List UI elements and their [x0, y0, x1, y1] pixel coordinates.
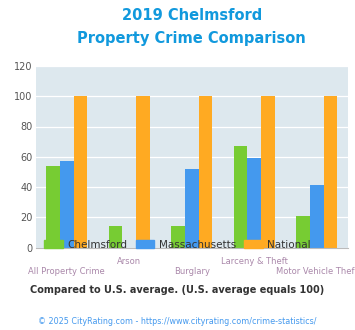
- Text: Burglary: Burglary: [174, 267, 210, 276]
- Bar: [185, 169, 198, 248]
- Text: Compared to U.S. average. (U.S. average equals 100): Compared to U.S. average. (U.S. average …: [31, 285, 324, 295]
- Bar: [198, 96, 212, 248]
- Bar: [46, 166, 60, 248]
- Bar: [109, 226, 122, 248]
- Bar: [247, 158, 261, 248]
- Bar: [60, 161, 73, 248]
- Bar: [234, 146, 247, 248]
- Bar: [310, 185, 323, 248]
- Text: © 2025 CityRating.com - https://www.cityrating.com/crime-statistics/: © 2025 CityRating.com - https://www.city…: [38, 317, 317, 326]
- Text: Arson: Arson: [117, 257, 141, 266]
- Legend: Chelmsford, Massachusetts, National: Chelmsford, Massachusetts, National: [40, 236, 315, 254]
- Bar: [73, 96, 87, 248]
- Text: All Property Crime: All Property Crime: [28, 267, 105, 276]
- Bar: [323, 96, 337, 248]
- Text: 2019 Chelmsford: 2019 Chelmsford: [121, 8, 262, 23]
- Bar: [261, 96, 275, 248]
- Text: Motor Vehicle Theft: Motor Vehicle Theft: [276, 267, 355, 276]
- Text: Property Crime Comparison: Property Crime Comparison: [77, 31, 306, 46]
- Bar: [136, 96, 150, 248]
- Bar: [171, 226, 185, 248]
- Text: Larceny & Theft: Larceny & Theft: [221, 257, 288, 266]
- Bar: [296, 216, 310, 248]
